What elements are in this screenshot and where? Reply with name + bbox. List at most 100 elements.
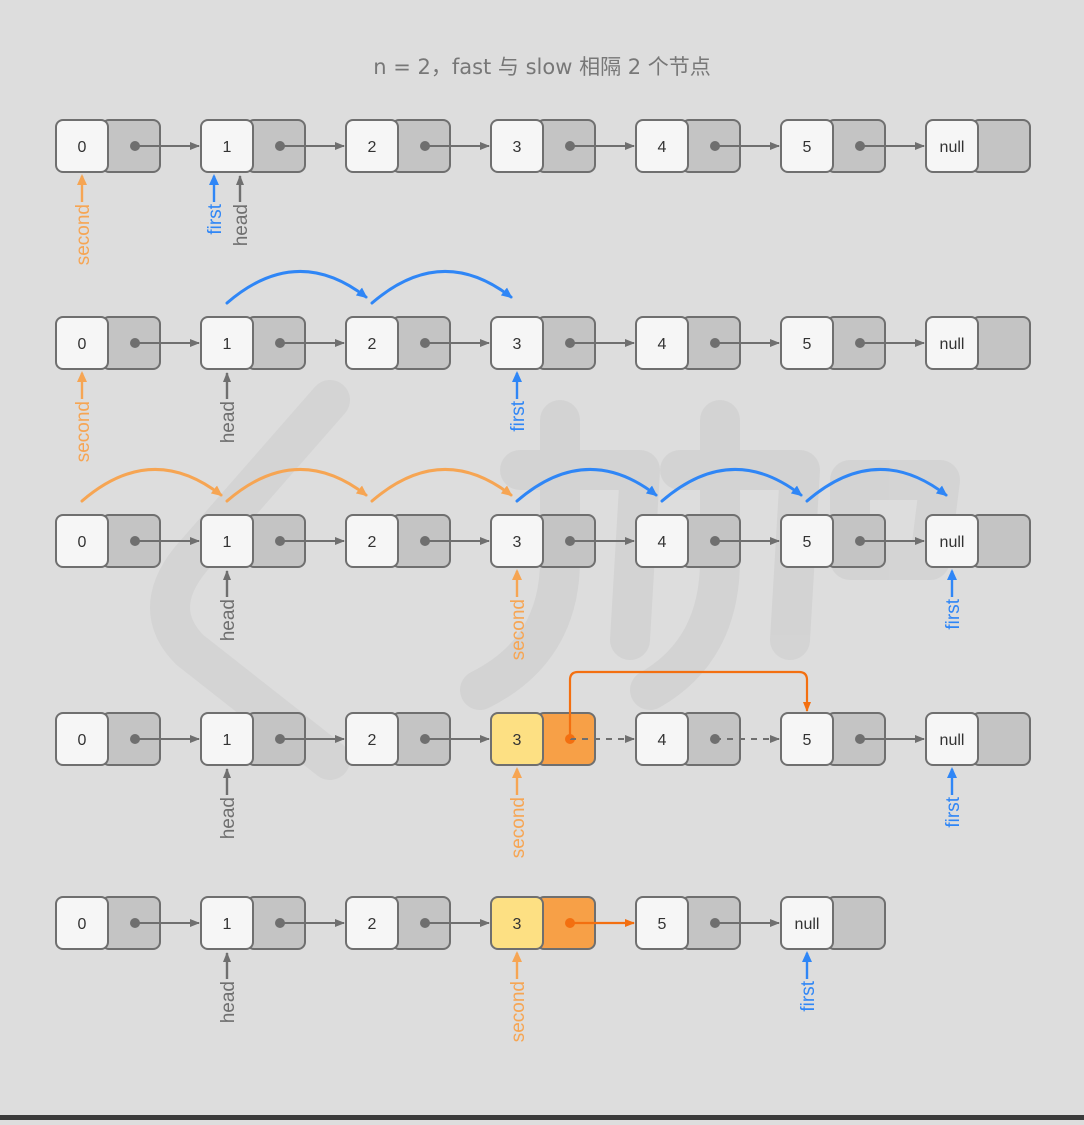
list-node-1: 1 (200, 514, 306, 568)
node-value-label: null (940, 139, 965, 156)
node-value-cell (780, 514, 834, 568)
first-pointer: first (943, 569, 964, 630)
first-pointer-label: first (943, 796, 964, 827)
node-value-label: 4 (658, 732, 667, 749)
list-node-3: 3 (490, 712, 596, 766)
node-value-label: 1 (223, 139, 232, 156)
node-value-label: 3 (513, 732, 522, 749)
list-node-null: null (925, 119, 1031, 173)
first-pointer: first (943, 767, 964, 828)
list-node-3: 3 (490, 896, 596, 950)
node-value-cell (55, 712, 109, 766)
node-value-cell (635, 316, 689, 370)
second-pointer: second (73, 371, 94, 462)
node-value-label: 5 (803, 732, 812, 749)
node-value-cell (925, 712, 979, 766)
list-node-1: 1 (200, 896, 306, 950)
list-node-2: 2 (345, 514, 451, 568)
list-node-5: 5 (780, 119, 886, 173)
node-value-label: 1 (223, 534, 232, 551)
node-value-label: 0 (78, 534, 87, 551)
list-node-3: 3 (490, 119, 596, 173)
list-node-5: 5 (780, 712, 886, 766)
list-node-5: 5 (780, 316, 886, 370)
list-row-2: 0 1 2 3 4 5 null second head first (55, 269, 1031, 462)
list-node-4: 4 (635, 712, 741, 766)
node-value-label: 2 (368, 534, 377, 551)
list-node-4: 4 (635, 119, 741, 173)
first-pointer-label: first (943, 598, 964, 629)
node-value-cell (490, 316, 544, 370)
node-value-cell (345, 896, 399, 950)
node-value-label: null (940, 336, 965, 353)
node-value-label: null (795, 916, 820, 933)
head-pointer-label: head (231, 204, 252, 246)
list-node-3: 3 (490, 514, 596, 568)
node-value-cell (490, 514, 544, 568)
node-value-cell (345, 316, 399, 370)
head-pointer: head (218, 570, 239, 641)
second-pointer-label: second (508, 797, 529, 858)
node-value-cell (345, 119, 399, 173)
list-row-1: 0 1 2 3 4 5 null second first head (55, 119, 1031, 265)
list-node-5: 5 (635, 896, 741, 950)
list-node-2: 2 (345, 119, 451, 173)
move-arrow-second (370, 467, 513, 503)
list-node-3: 3 (490, 316, 596, 370)
move-arrow-second (80, 467, 223, 503)
node-value-label: 3 (513, 139, 522, 156)
head-pointer: head (218, 952, 239, 1023)
head-pointer: head (218, 768, 239, 839)
node-value-label: 1 (223, 336, 232, 353)
second-pointer-label: second (73, 204, 94, 265)
node-value-label: 0 (78, 336, 87, 353)
list-node-null: null (780, 896, 886, 950)
node-value-label: 2 (368, 336, 377, 353)
node-value-label: 5 (803, 534, 812, 551)
node-value-label: 3 (513, 916, 522, 933)
list-node-null: null (925, 514, 1031, 568)
head-pointer-label: head (218, 401, 239, 443)
node-value-label: 1 (223, 916, 232, 933)
first-pointer-label: first (798, 980, 819, 1011)
node-next-cell (826, 896, 886, 950)
move-arrow-first (225, 269, 368, 305)
list-node-null: null (925, 316, 1031, 370)
node-value-cell (200, 896, 254, 950)
head-pointer-label: head (218, 599, 239, 641)
first-pointer-label: first (508, 400, 529, 431)
list-node-2: 2 (345, 712, 451, 766)
list-node-5: 5 (780, 514, 886, 568)
head-pointer-label: head (218, 981, 239, 1023)
node-value-label: 5 (658, 916, 667, 933)
node-value-cell (345, 712, 399, 766)
list-row-4: 0 1 2 3 4 5 null head second first (55, 670, 1031, 858)
node-value-label: 0 (78, 916, 87, 933)
node-value-label: 2 (368, 139, 377, 156)
second-pointer: second (508, 767, 529, 858)
node-value-cell (780, 316, 834, 370)
node-value-cell (55, 896, 109, 950)
node-value-label: 5 (803, 336, 812, 353)
node-value-label: 3 (513, 336, 522, 353)
node-value-label: 0 (78, 139, 87, 156)
node-value-cell (490, 712, 544, 766)
node-value-label: 2 (368, 916, 377, 933)
node-value-cell (200, 514, 254, 568)
move-arrow-first (515, 467, 658, 503)
move-arrow-first (805, 467, 948, 503)
move-arrow-first (660, 467, 803, 503)
node-value-cell (925, 316, 979, 370)
move-arrow-second (225, 467, 368, 503)
node-value-cell (925, 514, 979, 568)
node-value-cell (490, 119, 544, 173)
list-node-null: null (925, 712, 1031, 766)
node-value-label: 5 (803, 139, 812, 156)
node-value-cell (490, 896, 544, 950)
list-node-0: 0 (55, 119, 161, 173)
watermark-logo (150, 380, 960, 780)
list-node-0: 0 (55, 712, 161, 766)
second-pointer: second (508, 951, 529, 1042)
move-arrow-first (370, 269, 513, 305)
node-value-cell (780, 712, 834, 766)
